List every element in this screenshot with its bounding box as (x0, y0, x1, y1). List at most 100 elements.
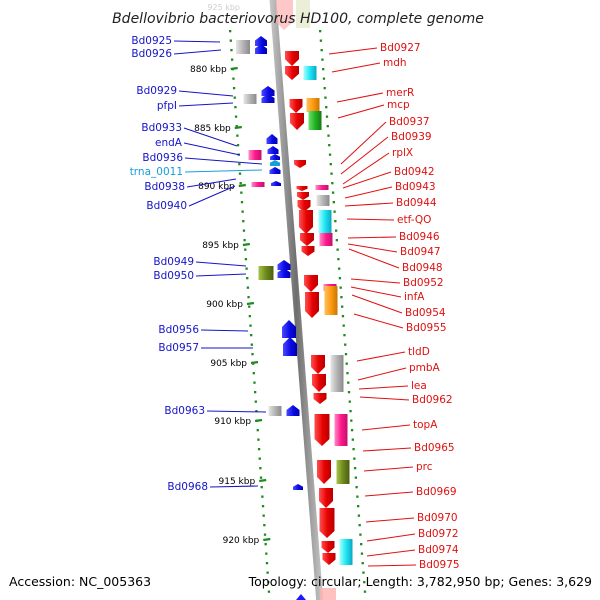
genome-axis (269, 0, 324, 600)
gene-arrow-blue (255, 36, 267, 46)
minor-tick-left (262, 514, 265, 517)
minor-tick-right (328, 144, 331, 147)
leader-line (363, 466, 414, 472)
minor-tick-left (240, 201, 244, 204)
leader-line (362, 447, 412, 452)
minor-tick-right (341, 305, 344, 308)
major-tick (246, 301, 255, 306)
major-tick (250, 360, 259, 365)
leader-line (188, 185, 236, 207)
leader-line (365, 517, 415, 523)
gene-label-right: lea (411, 380, 427, 392)
gene-label-left: Bd0956 (158, 324, 199, 336)
topology-text: Topology: circular; Length: 3,782,950 bp… (248, 574, 592, 589)
trna-label: trna_0011 (130, 166, 183, 178)
gene-arrow-red (285, 51, 299, 66)
faded-gene-box (296, 0, 310, 28)
leader-line (173, 49, 222, 55)
gene-arrow-red (313, 393, 327, 404)
leader-line (342, 171, 392, 189)
gene-features (236, 0, 353, 600)
minor-tick-right (332, 201, 335, 204)
faded-gene-arrow (320, 588, 336, 600)
gene-arrow-red (294, 160, 306, 168)
minor-tick-right (319, 39, 323, 42)
gene-label-left: Bd0936 (142, 152, 183, 164)
gene-arrow-red (297, 192, 309, 200)
leader-line (350, 278, 401, 284)
leader-line (184, 169, 263, 173)
gene-arrow-blue (255, 44, 267, 54)
gene-label-right: Bd0942 (394, 166, 435, 178)
minor-tick-left (247, 296, 250, 299)
gene-arrow-red (305, 292, 319, 318)
leader-line (336, 92, 384, 103)
minor-tick-right (340, 296, 343, 299)
leader-line (173, 40, 221, 43)
leader-line (347, 243, 398, 253)
minor-tick-right (359, 533, 362, 536)
gene-arrow-blue (266, 134, 278, 144)
minor-tick-right (331, 191, 335, 194)
gene-box-pink (248, 150, 262, 160)
minor-tick-left (253, 381, 256, 384)
minor-tick-left (248, 305, 251, 308)
minor-tick-right (348, 400, 351, 403)
gene-label-left: Bd0929 (136, 85, 177, 97)
gene-label-left: Bd0938 (144, 181, 185, 193)
gene-box-gray (243, 94, 257, 104)
minor-tick-right (333, 210, 336, 213)
gene-arrow-red (321, 541, 335, 553)
label-leader-lines (173, 40, 417, 567)
gene-arrow-red (296, 186, 308, 191)
gene-arrow-red (301, 246, 315, 256)
minor-tick-right (331, 182, 334, 185)
minor-tick-left (250, 343, 253, 346)
leader-line (340, 121, 387, 165)
gene-box-cyan (318, 210, 332, 233)
minor-tick-left (232, 77, 235, 80)
minor-tick-left (246, 286, 250, 289)
gene-label-right: topA (413, 419, 438, 431)
gene-label-right: Bd0946 (399, 231, 440, 243)
leader-line (331, 62, 381, 73)
gene-label-right: mcp (387, 99, 410, 111)
minor-tick-right (337, 258, 340, 261)
gene-label-left: endA (155, 137, 183, 149)
gene-label-right: Bd0954 (405, 307, 446, 319)
leader-line (367, 564, 417, 567)
leader-line (346, 218, 395, 221)
minor-tick-left (257, 448, 261, 451)
gene-arrow-red (297, 200, 311, 212)
minor-tick-right (325, 106, 328, 109)
gene-label-right: rplX (392, 147, 413, 159)
minor-tick-right (350, 419, 353, 422)
leader-line (186, 178, 237, 188)
minor-tick-left (261, 505, 265, 508)
gene-label-right: Bd0939 (391, 131, 432, 143)
minor-tick-left (234, 106, 237, 109)
minor-tick-left (244, 248, 247, 251)
gene-label-right: Bd0972 (418, 528, 459, 540)
gene-arrow-red (312, 374, 326, 392)
kbp-label: 915 kbp (219, 477, 256, 487)
minor-tick-right (324, 96, 327, 99)
minor-tick-right (341, 315, 345, 318)
gene-label-left: pfpI (157, 100, 177, 112)
leader-line (364, 491, 414, 497)
minor-tick-left (259, 467, 262, 470)
minor-tick-left (253, 391, 257, 394)
gene-label-right: mdh (383, 57, 407, 69)
leader-line (353, 313, 404, 329)
minor-tick-right (334, 220, 337, 223)
major-tick (263, 537, 271, 542)
gene-arrow-red (317, 460, 331, 484)
minor-tick-left (229, 30, 232, 33)
minor-tick-right (352, 448, 355, 451)
gene-arrow-blue (277, 268, 291, 278)
gene-label-right: etf-QO (397, 214, 431, 226)
leader-line (347, 236, 397, 239)
minor-tick-left (238, 172, 242, 175)
gene-arrow-red (285, 66, 299, 80)
minor-tick-left (241, 210, 244, 213)
